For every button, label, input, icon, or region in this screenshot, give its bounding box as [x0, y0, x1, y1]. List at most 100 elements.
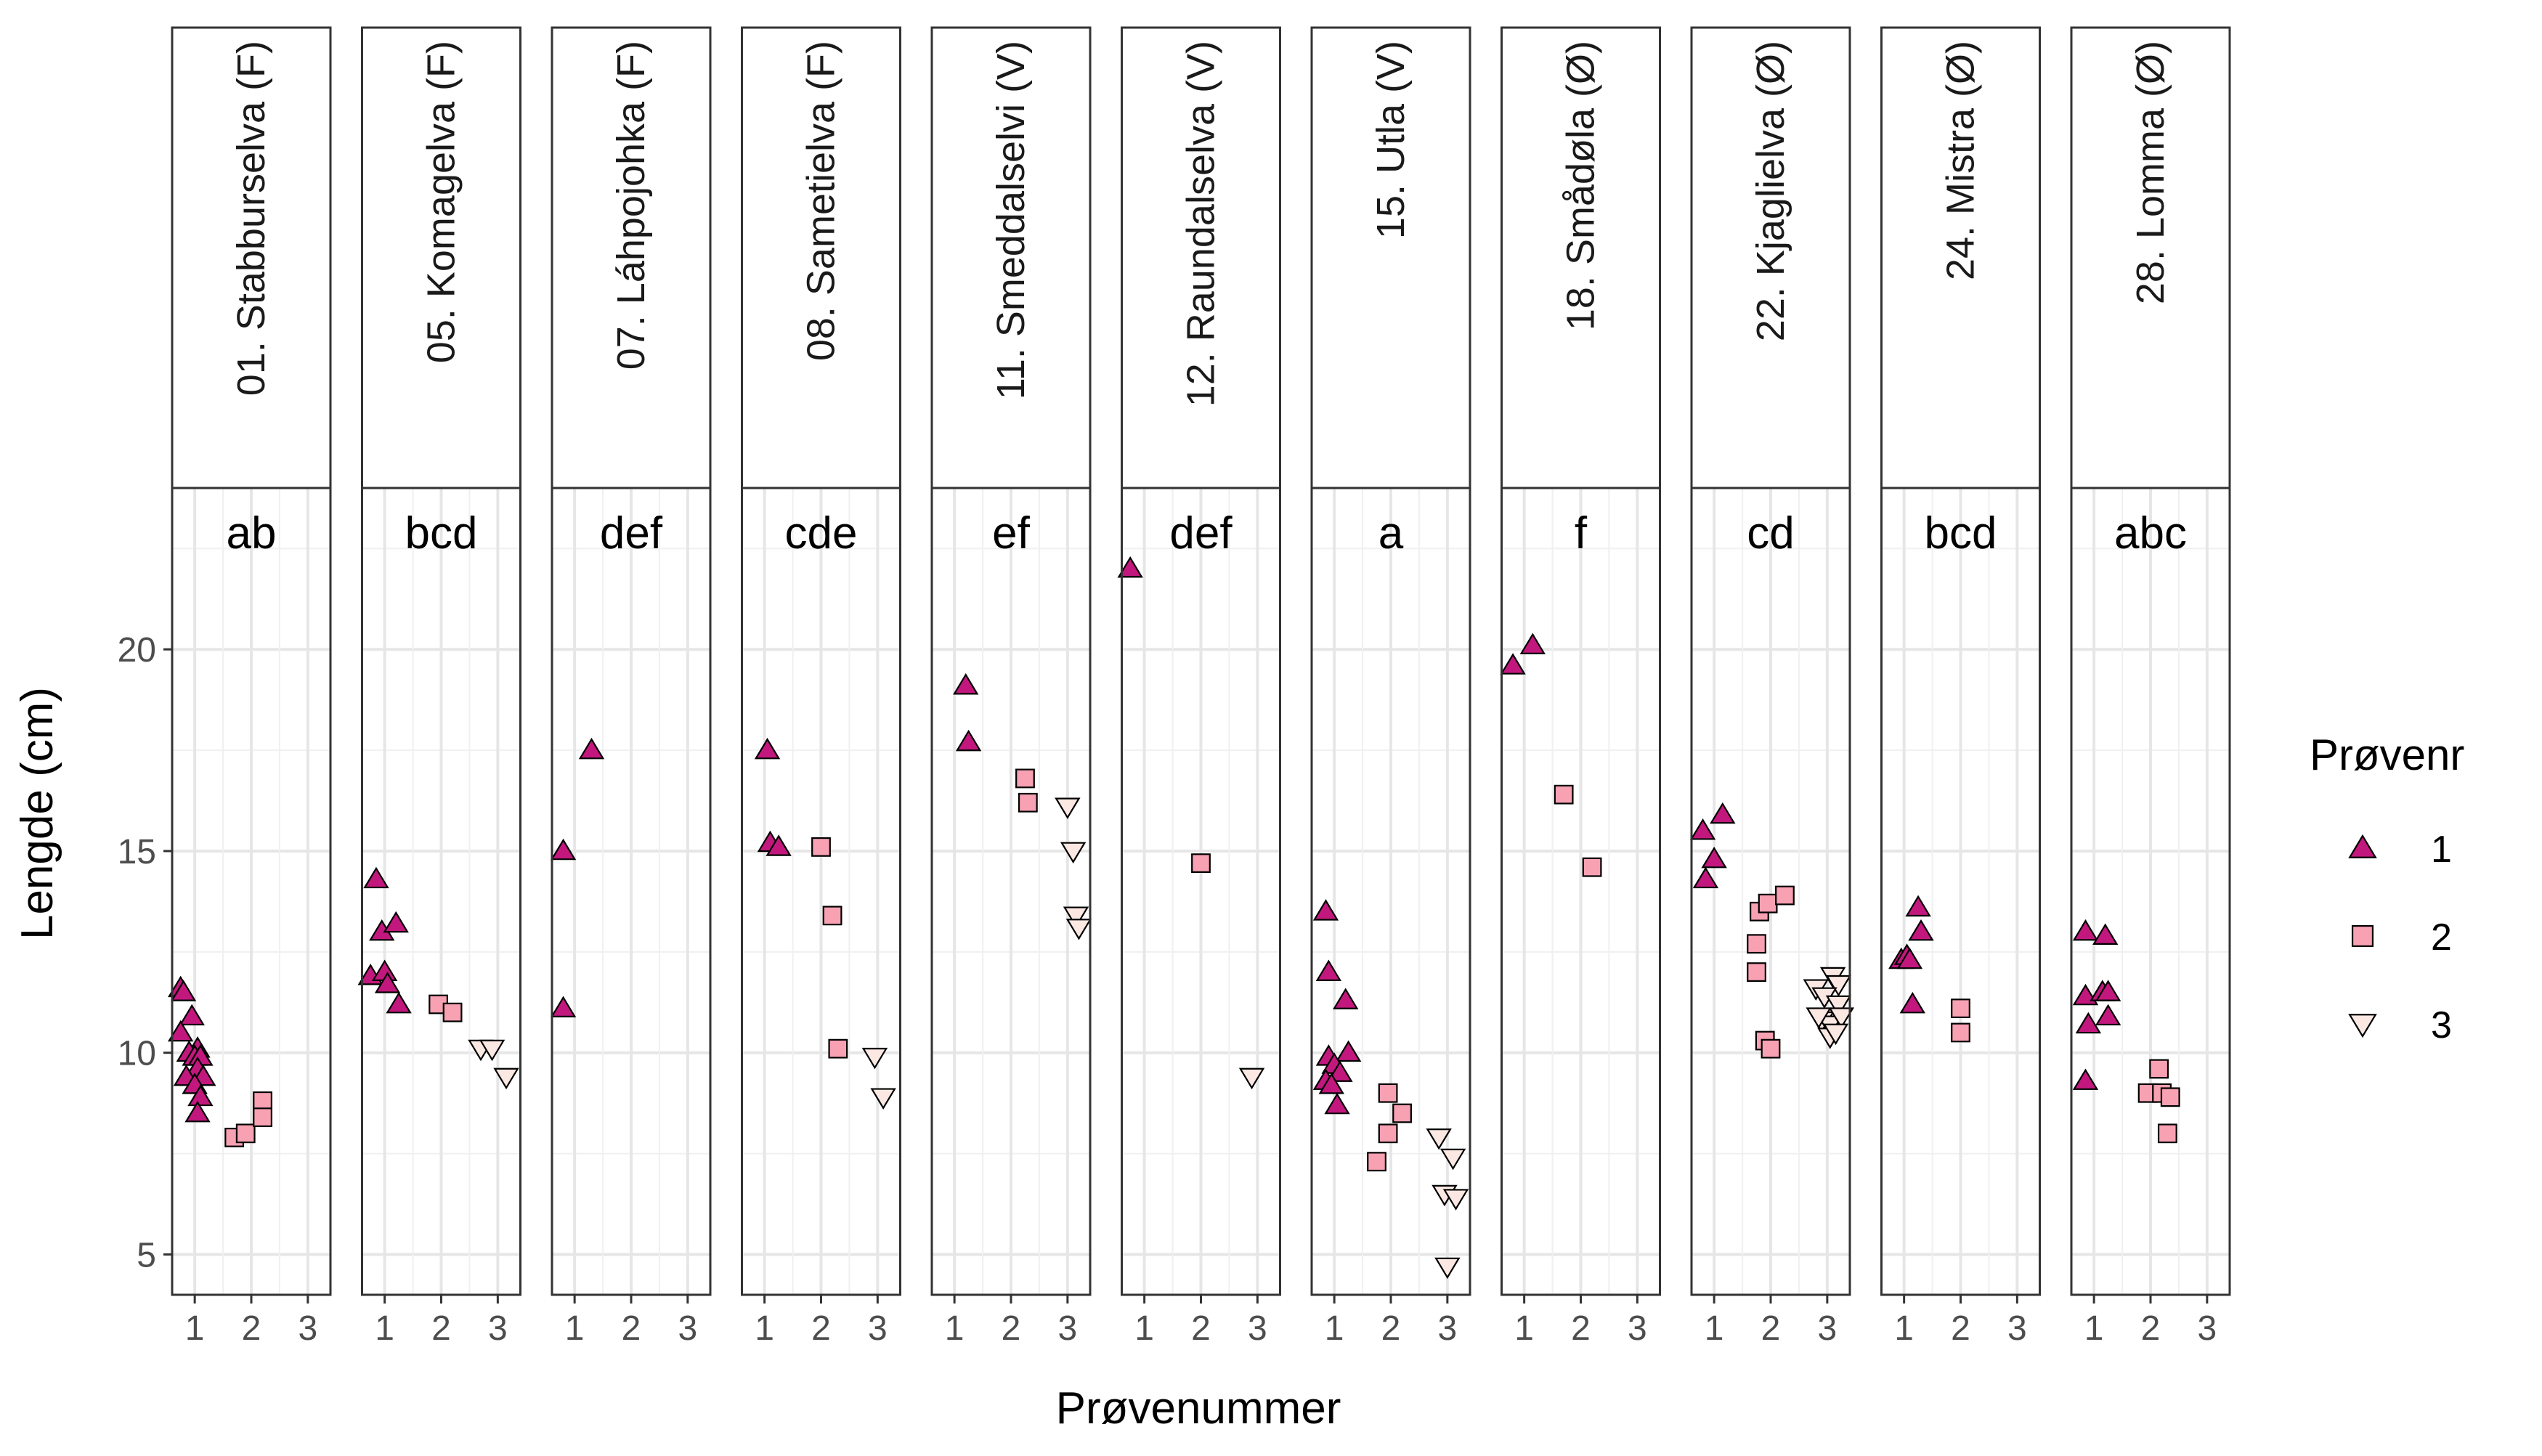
data-point [1905, 895, 1931, 917]
legend-label: 3 [2431, 1004, 2452, 1046]
facet-strip [1501, 26, 1661, 489]
facet-strip [1690, 26, 1851, 489]
data-point [1951, 1022, 1970, 1043]
x-tick-label: 3 [1058, 1309, 1078, 1348]
data-point [1315, 959, 1342, 981]
facet-strip-label: 11. Smeddalselvi (V) [989, 41, 1033, 399]
data-point [1318, 1073, 1344, 1094]
data-point [2157, 1123, 2177, 1144]
data-point [2149, 1059, 2169, 1079]
x-tick-label: 2 [1951, 1309, 1970, 1348]
data-point [1825, 975, 1852, 997]
legend-label: 2 [2431, 916, 2452, 959]
y-tick-label: 10 [118, 1035, 156, 1073]
x-tick-label: 1 [1894, 1309, 1914, 1348]
x-tick-label: 2 [1761, 1309, 1781, 1348]
data-point [1806, 1007, 1832, 1029]
facet-panel: 22. Kjaglielva (Ø) cd 1 2 3 [1689, 26, 1855, 1348]
facet-panel: 11. Smeddalselvi (V) ef 1 2 3 [930, 26, 1092, 1348]
group-label: a [1378, 508, 1404, 558]
data-point [1333, 988, 1359, 1009]
x-tick-label: 3 [299, 1309, 318, 1348]
data-point [1701, 846, 1727, 869]
x-tick-label: 3 [1438, 1309, 1458, 1348]
facet-strip-label: 22. Kjaglielva (Ø) [1749, 41, 1792, 341]
facet-panel: 08. Sametielva (F) cde 1 2 3 [741, 26, 901, 1348]
legend-title: Prøvenr [2310, 731, 2464, 779]
x-tick-label: 1 [1134, 1309, 1154, 1348]
x-tick-label: 2 [1571, 1309, 1591, 1348]
facet-panel: 05. Komagelva (F) bcd 1 2 3 [357, 26, 521, 1348]
legend-key [2348, 1014, 2377, 1038]
facet-panel: 28. Lomma (Ø) abc 1 2 3 [2070, 26, 2231, 1348]
data-point [1710, 802, 1736, 824]
x-tick-label: 2 [1191, 1309, 1211, 1348]
x-tick-label: 3 [678, 1309, 698, 1348]
data-point [1822, 1023, 1849, 1046]
y-tick-label: 15 [118, 833, 156, 871]
x-tick-label: 1 [185, 1309, 205, 1348]
facet-strip-label: 05. Komagelva (F) [420, 41, 463, 363]
data-point [1327, 1060, 1353, 1082]
group-label: def [600, 508, 663, 558]
data-point [1015, 768, 1035, 789]
group-label: cd [1747, 508, 1794, 558]
data-point [870, 1088, 896, 1110]
x-tick-label: 2 [242, 1309, 261, 1348]
data-point [1238, 1067, 1265, 1090]
legend-key [2351, 924, 2374, 948]
facet-strip [2070, 26, 2231, 489]
legend-label: 1 [2431, 829, 2452, 871]
y-axis-title: Lengde (cm) [12, 687, 62, 940]
data-point [1758, 893, 1778, 914]
data-point [363, 866, 389, 889]
data-point [1324, 1092, 1350, 1115]
legend-key [2348, 834, 2377, 858]
data-point [184, 1100, 211, 1123]
data-point [1500, 653, 1526, 675]
facet-panel: 01. Stabburselva (F) ab 1 2 3 [167, 26, 332, 1348]
facet-panels: 01. Stabburselva (F)ab1 2 305. Komagelva (… [167, 26, 2231, 1348]
data-point [1392, 1103, 1412, 1123]
x-tick-label: 1 [1514, 1309, 1534, 1348]
data-point [179, 1004, 205, 1026]
facet-strip-label: 01. Stabburselva (F) [230, 41, 273, 396]
data-point [253, 1107, 272, 1127]
data-point [187, 1084, 214, 1107]
x-tick-label: 1 [1705, 1309, 1724, 1348]
x-tick-label: 2 [2141, 1309, 2161, 1348]
data-point [953, 673, 979, 695]
facet-strip-label: 28. Lomma (Ø) [2129, 41, 2172, 304]
y-axis: 5 10 15 20 [118, 631, 172, 1274]
data-point [1426, 1128, 1452, 1150]
group-label: def [1169, 508, 1233, 558]
data-point [1335, 1040, 1362, 1062]
data-point [253, 1091, 272, 1111]
data-point [1312, 899, 1339, 921]
x-tick-label: 3 [488, 1309, 508, 1348]
x-tick-label: 2 [622, 1309, 641, 1348]
data-point [955, 729, 982, 752]
facet-strip-label: 24. Mistra (Ø) [1939, 41, 1983, 280]
x-tick-label: 1 [755, 1309, 774, 1348]
data-point [2095, 980, 2121, 1001]
data-point [1063, 906, 1089, 928]
x-tick-label: 2 [1381, 1309, 1401, 1348]
data-point [1378, 1083, 1398, 1103]
x-tick-label: 1 [565, 1309, 585, 1348]
data-point [1692, 866, 1719, 889]
data-point [1378, 1123, 1398, 1144]
facet-strip [551, 26, 712, 489]
x-tick-label: 1 [2084, 1309, 2104, 1348]
data-point [1065, 919, 1092, 940]
group-label: ab [227, 508, 277, 558]
data-point [1582, 857, 1602, 877]
data-point [1896, 947, 1923, 969]
group-label: f [1575, 508, 1588, 558]
facet-strip [171, 26, 332, 489]
data-point [766, 834, 792, 856]
x-tick-label: 1 [945, 1309, 965, 1348]
group-label: cde [785, 508, 858, 558]
y-tick-label: 20 [118, 631, 156, 670]
